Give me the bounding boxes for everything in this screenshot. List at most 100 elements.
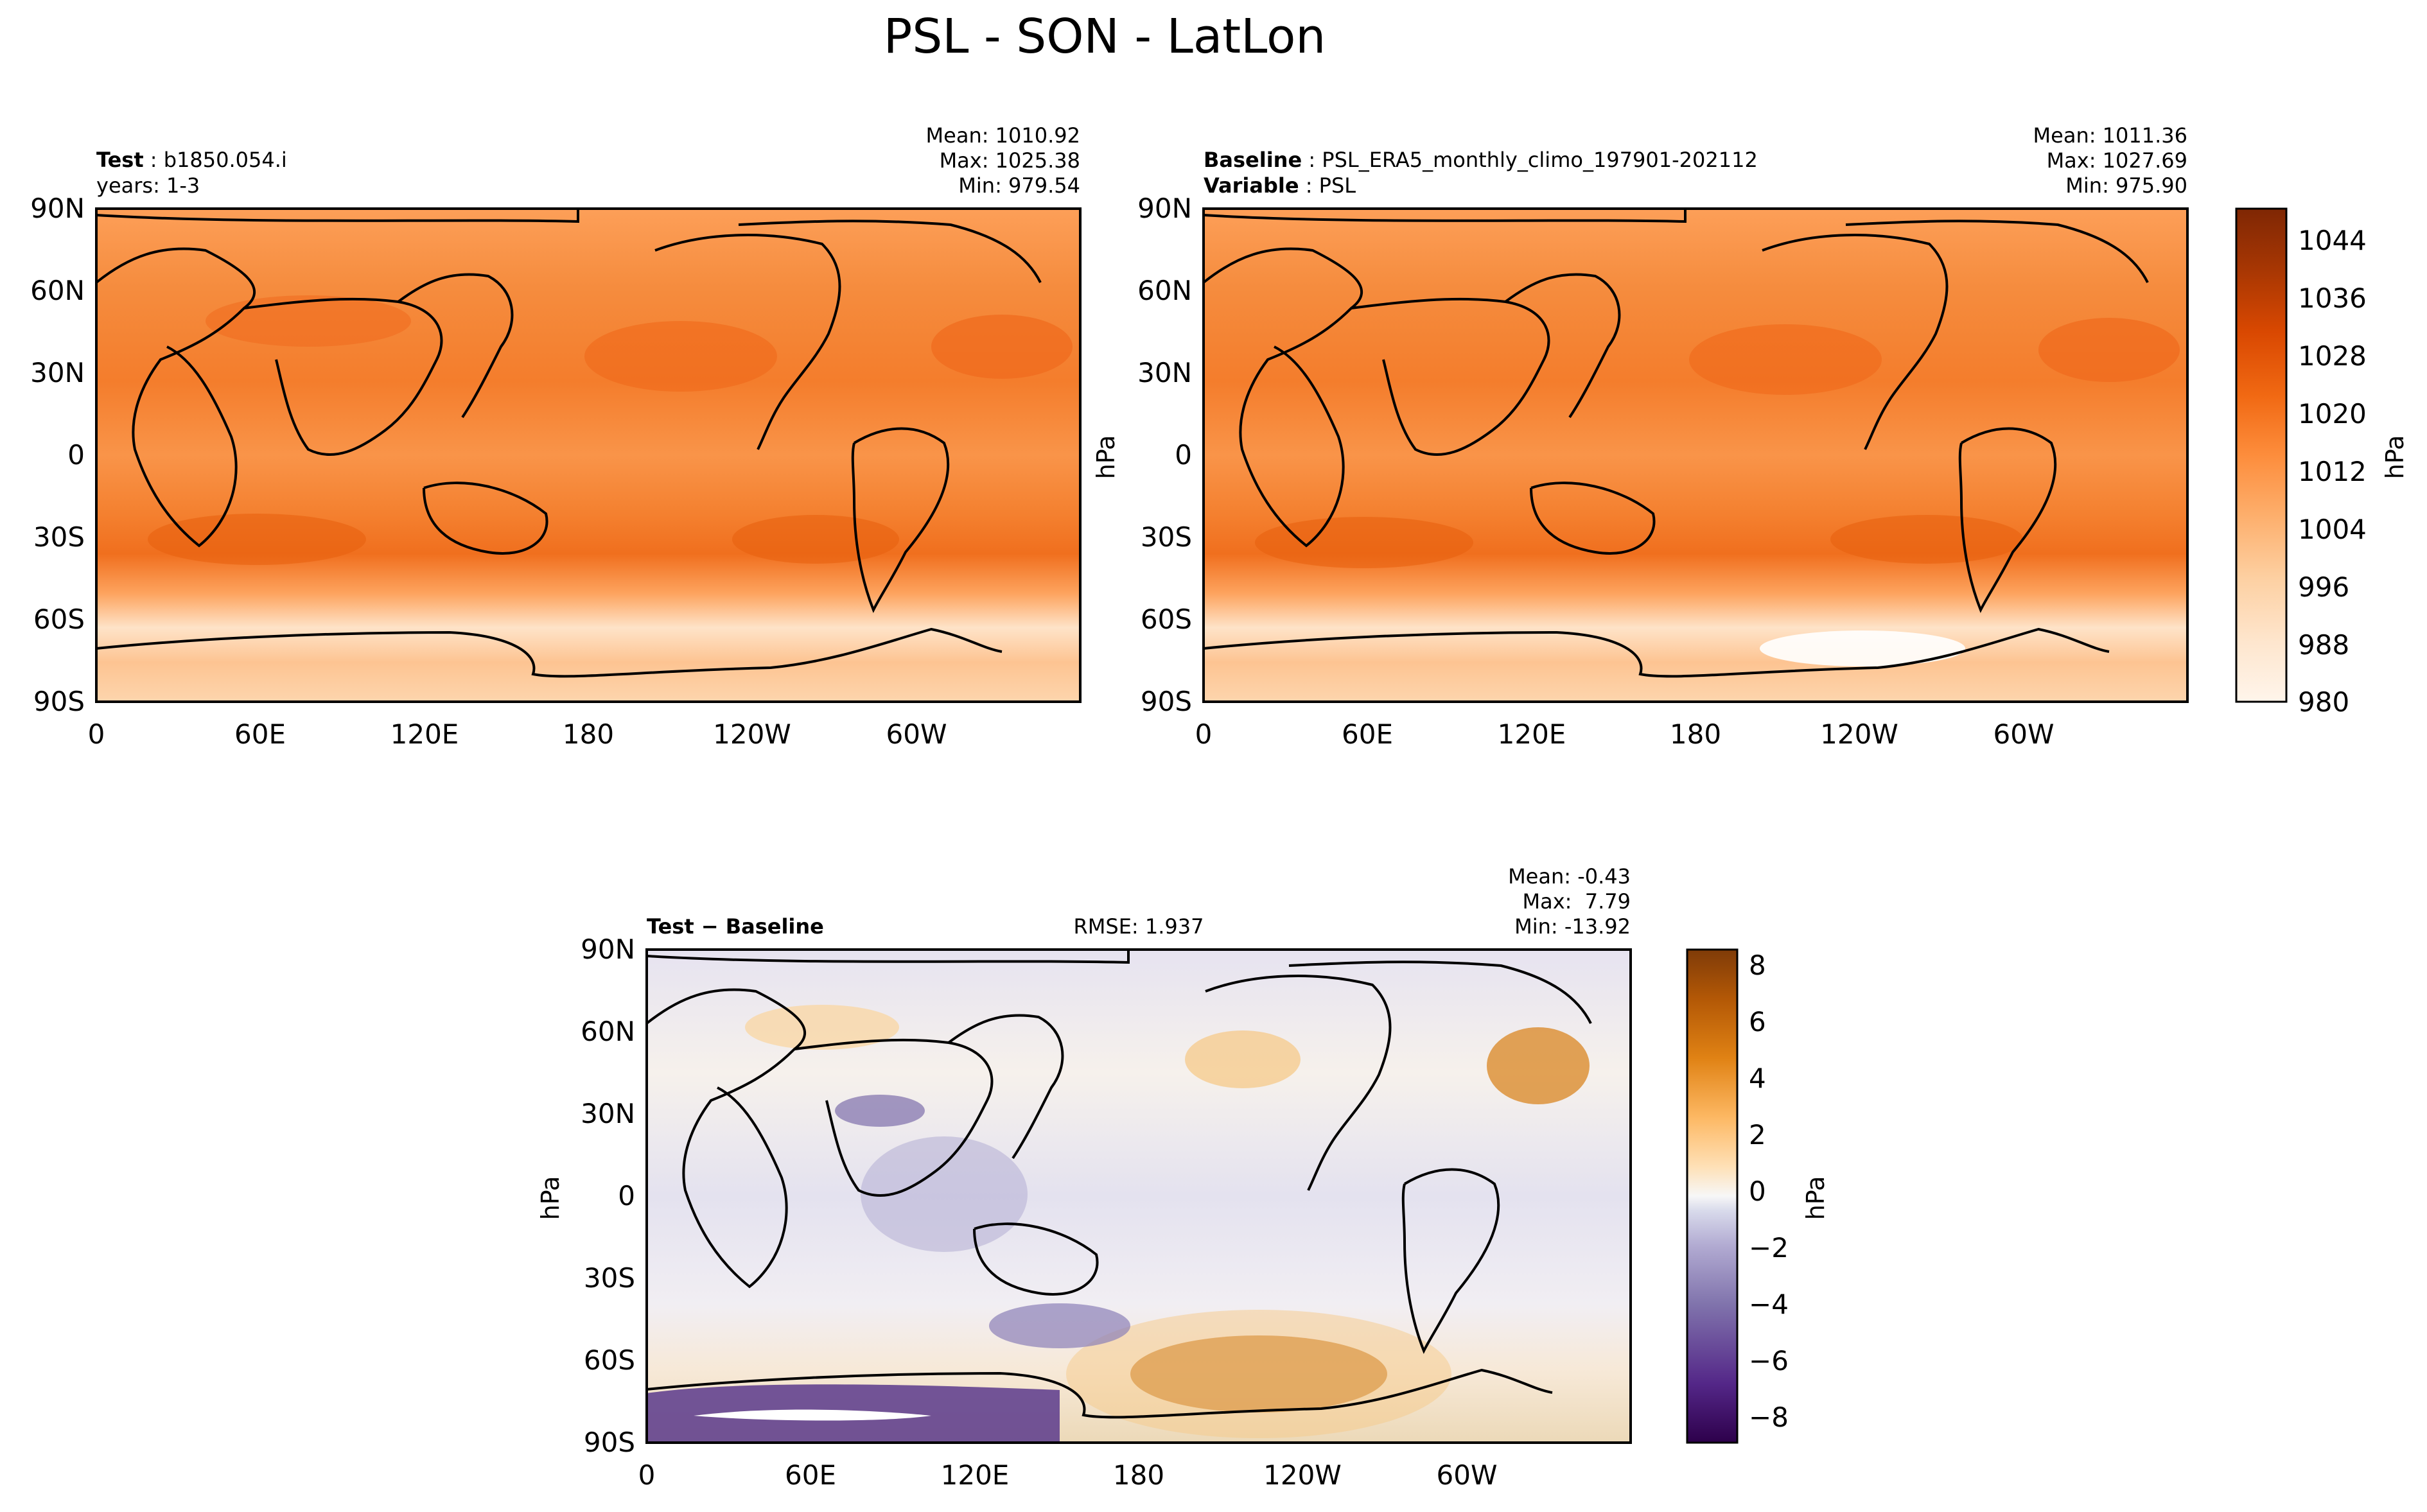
diff-negative-tibet	[835, 1095, 925, 1127]
diff-negative-australia	[989, 1303, 1130, 1348]
diff-colorbar-tick: −4	[1749, 1289, 1789, 1320]
test-lon-tick: 60E	[234, 718, 286, 750]
psl-colorbar-tick: 1012	[2298, 456, 2367, 487]
baseline-low-antarctic	[1760, 630, 1965, 666]
psl-colorbar-gradient	[2235, 207, 2288, 703]
diff-label: Test − Baseline	[647, 914, 824, 939]
test-lon-axis: 0 60E 120E 180 120W 60W	[88, 718, 947, 750]
test-high-s-pacific	[732, 515, 899, 564]
diff-lon-tick: 120W	[1263, 1459, 1342, 1491]
diff-lat-tick: 0	[618, 1180, 635, 1212]
baseline-variable-bold: Variable	[1204, 173, 1299, 198]
baseline-max: Max: 1027.69	[2047, 148, 2187, 173]
diff-lat-tick: 90S	[584, 1427, 635, 1458]
test-mean: Mean: 1010.92	[926, 123, 1080, 148]
diff-positive-s-pacific-halo	[1066, 1310, 1451, 1438]
psl-colorbar-tick: 1028	[2298, 340, 2367, 372]
diff-lat-tick: 30N	[581, 1098, 635, 1129]
diff-colorbar-ticks: 8 6 4 2 0 −2 −4 −6 −8	[1749, 950, 1789, 1433]
test-high-n-atlantic	[931, 315, 1073, 379]
baseline-coastlines	[1204, 209, 2149, 678]
diff-lon-tick: 0	[638, 1459, 656, 1491]
test-lon-tick: 120W	[713, 718, 791, 750]
diff-colorbar-tick: 6	[1749, 1006, 1766, 1038]
psl-colorbar-tick: 996	[2298, 571, 2349, 603]
test-coastlines	[96, 209, 1042, 678]
figure-title: PSL - SON - LatLon	[884, 9, 1326, 64]
baseline-lat-tick: 0	[1175, 439, 1192, 471]
baseline-panel: 90N 60N 30N 0 30S 60S 90S 0 60E 120E 180…	[1092, 123, 2189, 750]
psl-colorbar-tick: 1004	[2298, 514, 2367, 545]
psl-colorbar-ticks: 1044 1036 1028 1020 1012 1004 996 988 98…	[2298, 225, 2367, 718]
baseline-variable-text: PSL	[1319, 173, 1356, 198]
psl-colorbar-tick: 980	[2298, 686, 2349, 718]
psl-colorbar-tick: 988	[2298, 629, 2349, 661]
test-lon-tick: 120E	[390, 718, 459, 750]
test-high-n-pacific	[584, 321, 777, 392]
diff-colorbar-gradient	[1686, 948, 1739, 1444]
baseline-lat-tick: 90N	[1137, 193, 1192, 224]
baseline-lat-axis: 90N 60N 30N 0 30S 60S 90S	[1137, 193, 1192, 717]
test-lat-axis: 90N 60N 30N 0 30S 60S 90S	[30, 193, 85, 717]
baseline-lat-tick: 60S	[1141, 604, 1192, 635]
test-label-bold: Test	[96, 148, 144, 172]
diff-colorbar-tick: 0	[1749, 1176, 1766, 1207]
baseline-mean: Mean: 1011.36	[2033, 123, 2187, 148]
diff-lon-tick: 60E	[785, 1459, 836, 1491]
test-lat-tick: 90N	[30, 193, 85, 224]
baseline-lon-tick: 60E	[1342, 718, 1393, 750]
diff-negative-indian	[861, 1136, 1028, 1252]
diff-colorbar-tick: 4	[1749, 1063, 1766, 1094]
test-high-s-indian	[148, 514, 366, 565]
psl-colorbar-tick: 1036	[2298, 282, 2367, 314]
diff-colorbar-tick: −8	[1749, 1402, 1789, 1433]
baseline-min: Min: 975.90	[2065, 173, 2187, 198]
test-label-text: b1850.054.i	[164, 148, 287, 172]
baseline-high-s-indian	[1255, 517, 1473, 568]
diff-positive-greenland	[1487, 1027, 1590, 1104]
baseline-lat-tick: 30N	[1137, 357, 1192, 388]
test-label: Test : b1850.054.i	[96, 148, 287, 172]
baseline-lon-tick: 120E	[1498, 718, 1566, 750]
diff-lon-axis: 0 60E 120E 180 120W 60W	[638, 1459, 1498, 1491]
diff-lat-tick: 60S	[584, 1344, 635, 1376]
psl-colorbar-tick: 1044	[2298, 225, 2367, 256]
diff-positive-eurasia	[745, 1005, 899, 1050]
diff-min: Min: -13.92	[1514, 914, 1631, 939]
diff-lon-tick: 180	[1113, 1459, 1164, 1491]
diff-colorbar-tick: −2	[1749, 1232, 1789, 1264]
baseline-field	[1204, 209, 2187, 702]
diff-colorbar-tick: −6	[1749, 1345, 1789, 1377]
diff-lat-tick: 60N	[581, 1016, 635, 1047]
test-lat-tick: 60N	[30, 275, 85, 306]
baseline-label: Baseline : PSL_ERA5_monthly_climo_197901…	[1204, 148, 1758, 172]
test-lat-tick: 30N	[30, 357, 85, 388]
diff-colorbar-units: hPa	[1801, 1176, 1830, 1221]
test-lat-tick: 90S	[33, 686, 85, 717]
diff-coastlines	[647, 950, 1592, 1419]
baseline-high-n-atlantic	[2038, 318, 2180, 382]
baseline-lon-tick: 0	[1195, 718, 1213, 750]
baseline-lat-tick: 90S	[1141, 686, 1192, 717]
diff-lat-tick: 30S	[584, 1262, 635, 1294]
baseline-lon-tick: 180	[1670, 718, 1721, 750]
baseline-variable: Variable : PSL	[1204, 173, 1356, 198]
test-panel: 90N 60N 30N 0 30S 60S 90S 0 60E 120E 180…	[30, 123, 1082, 750]
test-min: Min: 979.54	[958, 173, 1080, 198]
diff-frame	[645, 948, 1632, 1444]
baseline-high-s-pacific	[1830, 515, 2023, 564]
test-lon-tick: 0	[88, 718, 105, 750]
test-lon-tick: 60W	[886, 718, 947, 750]
diff-lon-tick: 120E	[941, 1459, 1010, 1491]
test-lat-tick: 60S	[33, 604, 85, 635]
baseline-lat-tick: 60N	[1137, 275, 1192, 306]
test-lat-tick: 0	[67, 439, 85, 471]
diff-panel: 90N 60N 30N 0 30S 60S 90S 0 60E 120E 180…	[536, 864, 1632, 1491]
baseline-label-bold: Baseline	[1204, 148, 1302, 172]
test-frame	[95, 207, 1082, 703]
psl-colorbar-units: hPa	[2381, 435, 2409, 480]
test-lat-tick: 30S	[33, 521, 85, 553]
diff-colorbar-tick: 2	[1749, 1119, 1766, 1151]
diff-rmse: RMSE: 1.937	[1074, 914, 1204, 939]
